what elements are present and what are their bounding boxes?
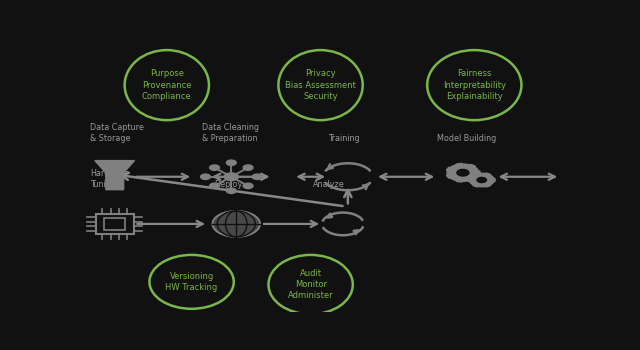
Polygon shape [468,173,495,187]
Circle shape [252,174,262,180]
Text: Data Capture
& Storage: Data Capture & Storage [90,123,144,143]
Polygon shape [95,161,134,190]
Circle shape [200,174,211,180]
Text: Fairness
Interpretability
Explainability: Fairness Interpretability Explainability [443,69,506,101]
Circle shape [227,188,236,194]
Circle shape [224,173,238,181]
Text: Versioning
HW Tracking: Versioning HW Tracking [166,272,218,292]
Polygon shape [447,163,480,182]
Text: Training: Training [328,134,360,143]
Bar [96,214,134,234]
Polygon shape [212,211,260,237]
Circle shape [243,165,253,170]
Text: Deploy: Deploy [214,180,242,189]
Text: Purpose
Provenance
Compliance: Purpose Provenance Compliance [142,69,191,101]
Text: Analyze: Analyze [313,180,345,189]
Text: Hardware
Tuning: Hardware Tuning [90,169,129,189]
Circle shape [477,177,486,183]
Circle shape [243,183,253,189]
Text: Audit
Monitor
Administer: Audit Monitor Administer [288,268,333,301]
Text: Model Building: Model Building [437,134,497,143]
Circle shape [210,165,220,170]
Circle shape [227,160,236,166]
Circle shape [210,183,220,189]
Text: Privacy
Bias Assessment
Security: Privacy Bias Assessment Security [285,69,356,101]
Circle shape [457,169,469,176]
Text: Data Cleaning
& Preparation: Data Cleaning & Preparation [202,123,259,143]
Bar [104,218,125,230]
